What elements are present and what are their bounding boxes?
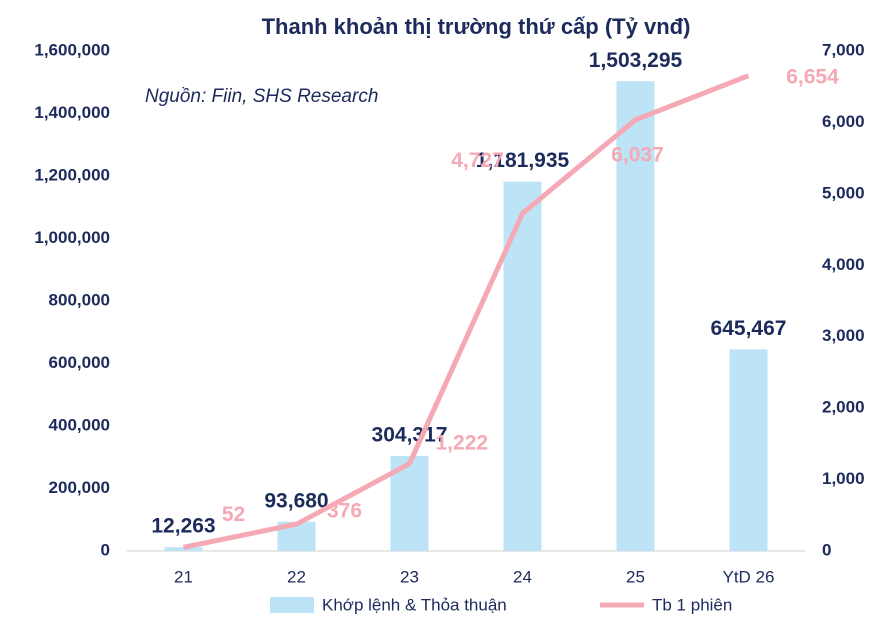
y-tick-label: 1,400,000 — [34, 103, 110, 122]
legend-label: Khớp lệnh & Thỏa thuận — [322, 595, 507, 614]
bar-value-label: 645,467 — [711, 317, 787, 340]
bar — [729, 349, 768, 551]
y2-tick-label: 0 — [822, 540, 831, 559]
chart-title: Thanh khoản thị trường thứ cấp (Tỷ vnđ) — [262, 14, 691, 39]
y-tick-label: 400,000 — [49, 415, 110, 434]
bar-value-label: 12,263 — [151, 515, 215, 538]
y2-tick-label: 5,000 — [822, 183, 865, 202]
x-tick-label: 23 — [400, 567, 419, 586]
y2-tick-label: 3,000 — [822, 326, 865, 345]
bar-value-label: 304,317 — [372, 423, 448, 446]
y-tick-label: 600,000 — [49, 353, 110, 372]
y-tick-label: 0 — [101, 540, 110, 559]
y2-tick-label: 2,000 — [822, 398, 865, 417]
bar — [616, 81, 655, 552]
bar-value-label: 1,503,295 — [589, 49, 683, 72]
y2-tick-label: 6,000 — [822, 112, 865, 131]
line-value-label: 4,727 — [451, 149, 504, 172]
y2-tick-label: 7,000 — [822, 40, 865, 59]
y2-tick-label: 1,000 — [822, 469, 865, 488]
bar-value-label: 93,680 — [264, 489, 328, 512]
legend-swatch — [270, 597, 314, 613]
y2-tick-label: 4,000 — [822, 255, 865, 274]
line-value-label: 6,654 — [786, 65, 839, 88]
legend-label: Tb 1 phiên — [652, 595, 732, 614]
y-tick-label: 1,000,000 — [34, 228, 110, 247]
line-value-label: 6,037 — [611, 143, 664, 166]
line — [182, 73, 750, 550]
bar — [164, 547, 203, 551]
x-tick-label: 21 — [174, 567, 193, 586]
line-value-label: 1,222 — [436, 431, 489, 454]
line-value-label: 376 — [327, 500, 362, 523]
x-tick-label: YtD 26 — [723, 567, 775, 586]
y-tick-label: 1,200,000 — [34, 165, 110, 184]
x-tick-label: 25 — [626, 567, 645, 586]
y-tick-label: 800,000 — [49, 290, 110, 309]
y-tick-label: 200,000 — [49, 478, 110, 497]
x-tick-label: 22 — [287, 567, 306, 586]
bar-value-label: 1,181,935 — [476, 149, 570, 172]
line-value-label: 52 — [222, 503, 245, 526]
y-tick-label: 1,600,000 — [34, 40, 110, 59]
source-note: Nguồn: Fiin, SHS Research — [145, 86, 378, 107]
x-tick-label: 24 — [513, 567, 532, 586]
